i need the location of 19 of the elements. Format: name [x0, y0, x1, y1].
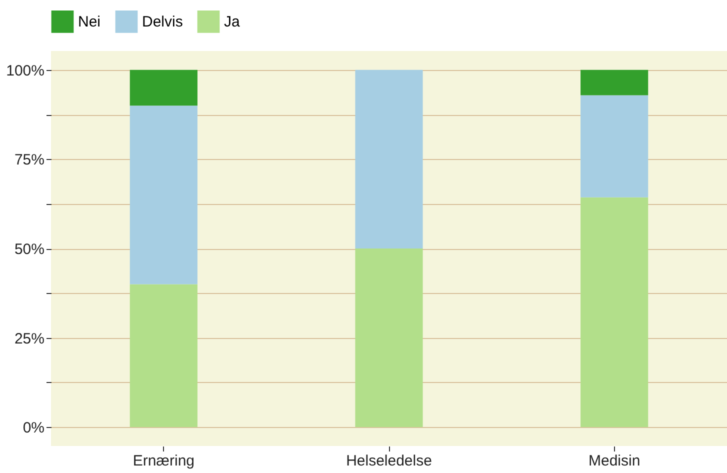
x-tick-label: Helseledelse [346, 452, 432, 470]
bar [580, 197, 648, 428]
y-tick-label: 75% [14, 152, 44, 169]
bar [580, 95, 648, 198]
bar [130, 284, 198, 428]
y-tick-label: 0% [22, 420, 44, 437]
bar [580, 70, 648, 96]
legend-label: Ja [224, 14, 240, 31]
bar [130, 70, 198, 106]
bar [130, 106, 198, 284]
legend-label: Nei [78, 14, 101, 31]
x-tick-label: Medisin [588, 452, 640, 470]
y-tick-label: 50% [14, 241, 44, 258]
legend-label: Delvis [142, 14, 183, 31]
x-tick-label: Ernæring [132, 452, 195, 470]
y-tick-label: 25% [14, 330, 44, 348]
bar [355, 70, 423, 248]
y-tick-label: 100% [6, 62, 44, 80]
bar [355, 248, 423, 428]
